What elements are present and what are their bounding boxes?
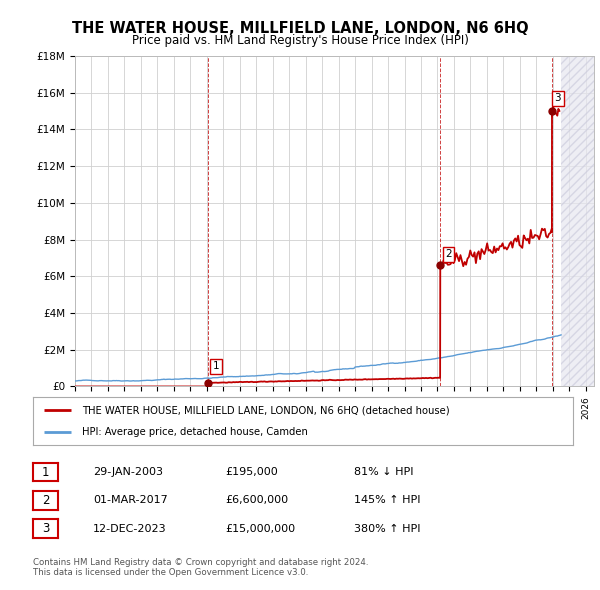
- Text: 2: 2: [42, 494, 49, 507]
- Text: £195,000: £195,000: [225, 467, 278, 477]
- Text: 29-JAN-2003: 29-JAN-2003: [93, 467, 163, 477]
- Text: 145% ↑ HPI: 145% ↑ HPI: [354, 496, 421, 505]
- Text: 81% ↓ HPI: 81% ↓ HPI: [354, 467, 413, 477]
- Text: 2: 2: [445, 250, 452, 259]
- Text: Price paid vs. HM Land Registry's House Price Index (HPI): Price paid vs. HM Land Registry's House …: [131, 34, 469, 47]
- Bar: [561, 56, 594, 386]
- Text: 3: 3: [554, 93, 561, 103]
- Text: 01-MAR-2017: 01-MAR-2017: [93, 496, 168, 505]
- Text: THE WATER HOUSE, MILLFIELD LANE, LONDON, N6 6HQ (detached house): THE WATER HOUSE, MILLFIELD LANE, LONDON,…: [82, 405, 449, 415]
- Text: £15,000,000: £15,000,000: [225, 524, 295, 533]
- Text: Contains HM Land Registry data © Crown copyright and database right 2024.
This d: Contains HM Land Registry data © Crown c…: [33, 558, 368, 577]
- Text: 1: 1: [213, 361, 220, 371]
- Text: 1: 1: [42, 466, 49, 478]
- Text: 3: 3: [42, 522, 49, 535]
- Text: HPI: Average price, detached house, Camden: HPI: Average price, detached house, Camd…: [82, 427, 307, 437]
- Text: THE WATER HOUSE, MILLFIELD LANE, LONDON, N6 6HQ: THE WATER HOUSE, MILLFIELD LANE, LONDON,…: [71, 21, 529, 35]
- Text: 380% ↑ HPI: 380% ↑ HPI: [354, 524, 421, 533]
- Text: £6,600,000: £6,600,000: [225, 496, 288, 505]
- Text: 12-DEC-2023: 12-DEC-2023: [93, 524, 167, 533]
